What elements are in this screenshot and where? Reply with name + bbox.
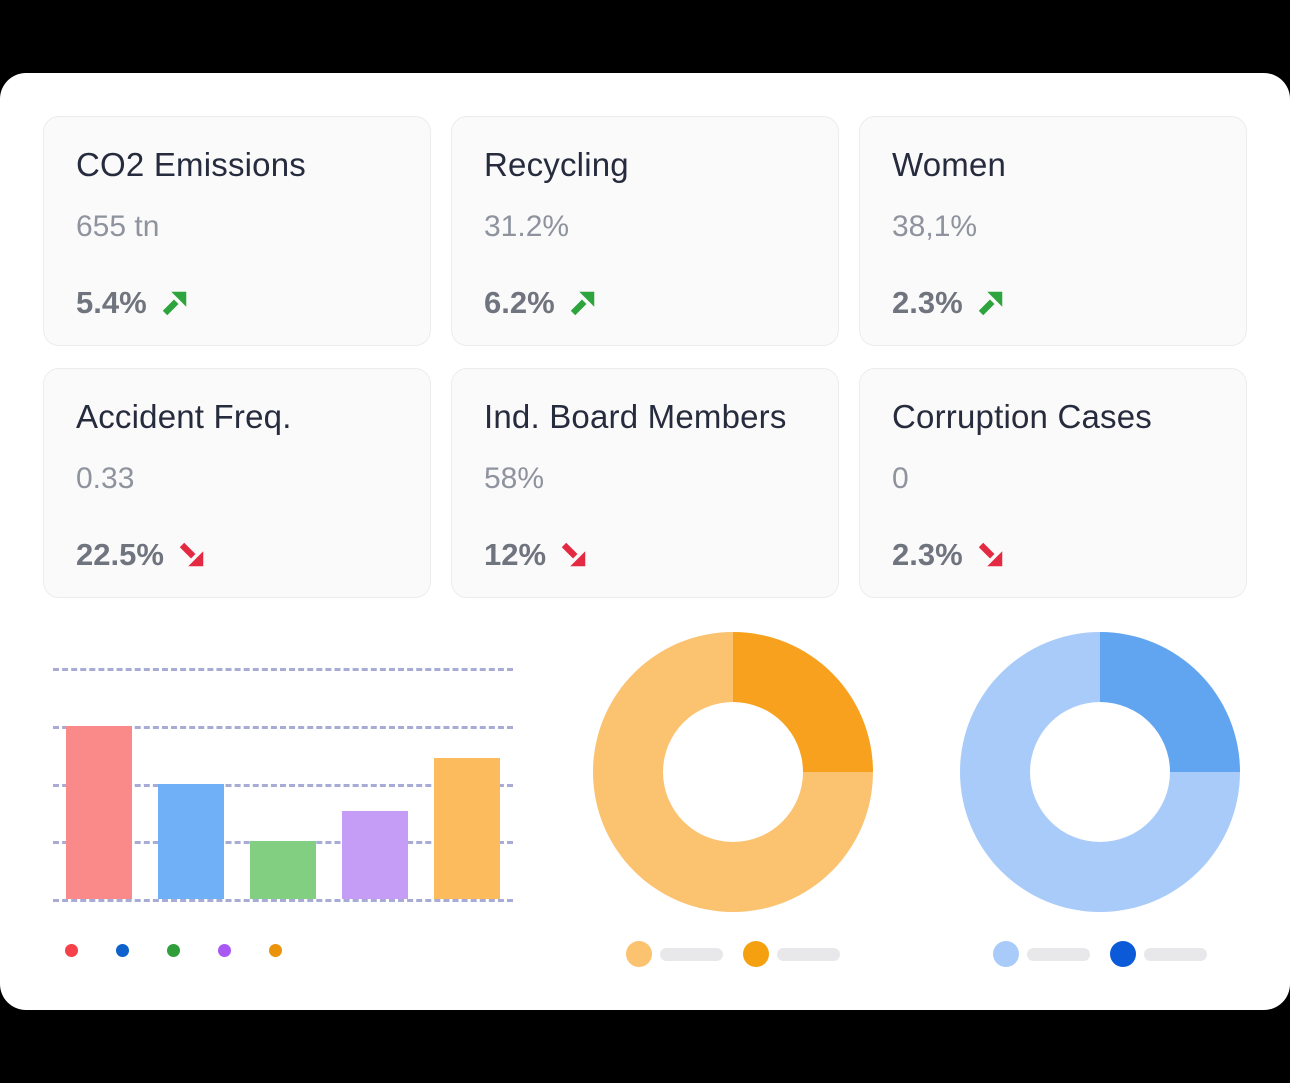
kpi-delta: 12% xyxy=(484,539,806,571)
trend-up-arrow-icon xyxy=(978,291,1002,316)
donut-legend-item-2[interactable] xyxy=(1110,941,1207,967)
kpi-card-corruption-cases: Corruption Cases 0 2.3% xyxy=(859,368,1247,598)
donut-chart-block-blue xyxy=(960,632,1240,967)
donut-legend-dot[interactable] xyxy=(993,941,1019,967)
kpi-delta: 22.5% xyxy=(76,539,398,571)
kpi-delta: 5.4% xyxy=(76,287,398,319)
donut-hole xyxy=(1030,702,1170,842)
bar-chart xyxy=(53,668,513,957)
donut-legend-label-pill xyxy=(1027,947,1090,961)
donut-chart-orange[interactable] xyxy=(593,632,873,912)
kpi-card-recycling: Recycling 31.2% 6.2% xyxy=(451,116,839,346)
donut-legend-label-pill xyxy=(660,947,723,961)
kpi-title: Recycling xyxy=(484,146,629,183)
donut-chart-block-orange xyxy=(593,632,873,967)
donut-legend-item-1[interactable] xyxy=(993,941,1090,967)
bar-legend-dot-1[interactable] xyxy=(65,944,78,957)
donut-legend-dot[interactable] xyxy=(1110,941,1136,967)
trend-up-arrow-icon xyxy=(570,291,594,316)
trend-down-arrow-icon xyxy=(561,542,586,567)
kpi-value: 0.33 xyxy=(76,462,135,495)
kpi-grid: CO2 Emissions 655 tn 5.4% Recycling 31.2… xyxy=(43,116,1247,598)
kpi-value: 0 xyxy=(892,462,909,495)
donut-legend-dot[interactable] xyxy=(743,941,769,967)
kpi-title: Corruption Cases xyxy=(892,398,1152,435)
bar-series-1[interactable] xyxy=(66,725,132,899)
trend-down-arrow-icon xyxy=(179,542,204,567)
kpi-title: CO2 Emissions xyxy=(76,146,306,183)
kpi-title: Accident Freq. xyxy=(76,398,292,435)
bar-legend-dot-2[interactable] xyxy=(116,944,129,957)
gridline xyxy=(53,668,513,671)
bar-legend-dot-3[interactable] xyxy=(167,944,180,957)
kpi-value: 38,1% xyxy=(892,210,978,243)
donut-legend xyxy=(593,941,873,967)
donut-legend-item-1[interactable] xyxy=(626,941,723,967)
trend-down-arrow-icon xyxy=(978,542,1002,567)
bar-legend-dot-5[interactable] xyxy=(269,944,282,957)
donut-legend-label-pill xyxy=(1144,947,1207,961)
bar-chart-legend xyxy=(65,944,282,957)
kpi-delta: 2.3% xyxy=(892,539,1214,571)
bar-series-4[interactable] xyxy=(342,811,408,899)
kpi-delta-value: 22.5% xyxy=(76,537,164,572)
kpi-value: 655 tn xyxy=(76,210,160,243)
dashboard-panel: CO2 Emissions 655 tn 5.4% Recycling 31.2… xyxy=(0,73,1290,1010)
kpi-delta: 6.2% xyxy=(484,287,806,319)
donut-chart-blue[interactable] xyxy=(960,632,1240,912)
gridline xyxy=(53,783,513,787)
kpi-card-co2-emissions: CO2 Emissions 655 tn 5.4% xyxy=(43,116,431,346)
kpi-delta: 2.3% xyxy=(892,287,1214,319)
kpi-card-women: Women 38,1% 2.3% xyxy=(859,116,1247,346)
gridline xyxy=(53,725,513,729)
kpi-value: 58% xyxy=(484,462,545,495)
donut-legend xyxy=(960,941,1240,967)
kpi-card-ind-board-members: Ind. Board Members 58% 12% xyxy=(451,368,839,598)
kpi-value: 31.2% xyxy=(484,210,570,243)
kpi-delta-value: 2.3% xyxy=(892,537,963,572)
donut-legend-label-pill xyxy=(777,947,840,961)
bar-legend-dot-4[interactable] xyxy=(218,944,231,957)
kpi-title: Ind. Board Members xyxy=(484,398,787,435)
kpi-delta-value: 2.3% xyxy=(892,285,963,320)
bar-series-5[interactable] xyxy=(434,757,500,899)
donut-hole xyxy=(663,702,803,842)
bar-series-3[interactable] xyxy=(250,841,316,899)
kpi-card-accident-freq: Accident Freq. 0.33 22.5% xyxy=(43,368,431,598)
kpi-delta-value: 6.2% xyxy=(484,285,555,320)
trend-up-arrow-icon xyxy=(162,291,186,316)
kpi-delta-value: 5.4% xyxy=(76,285,147,320)
donut-legend-dot[interactable] xyxy=(626,941,652,967)
gridline xyxy=(53,899,513,902)
kpi-delta-value: 12% xyxy=(484,537,547,572)
bar-series-2[interactable] xyxy=(158,783,224,899)
donut-legend-item-2[interactable] xyxy=(743,941,840,967)
kpi-title: Women xyxy=(892,146,1007,183)
